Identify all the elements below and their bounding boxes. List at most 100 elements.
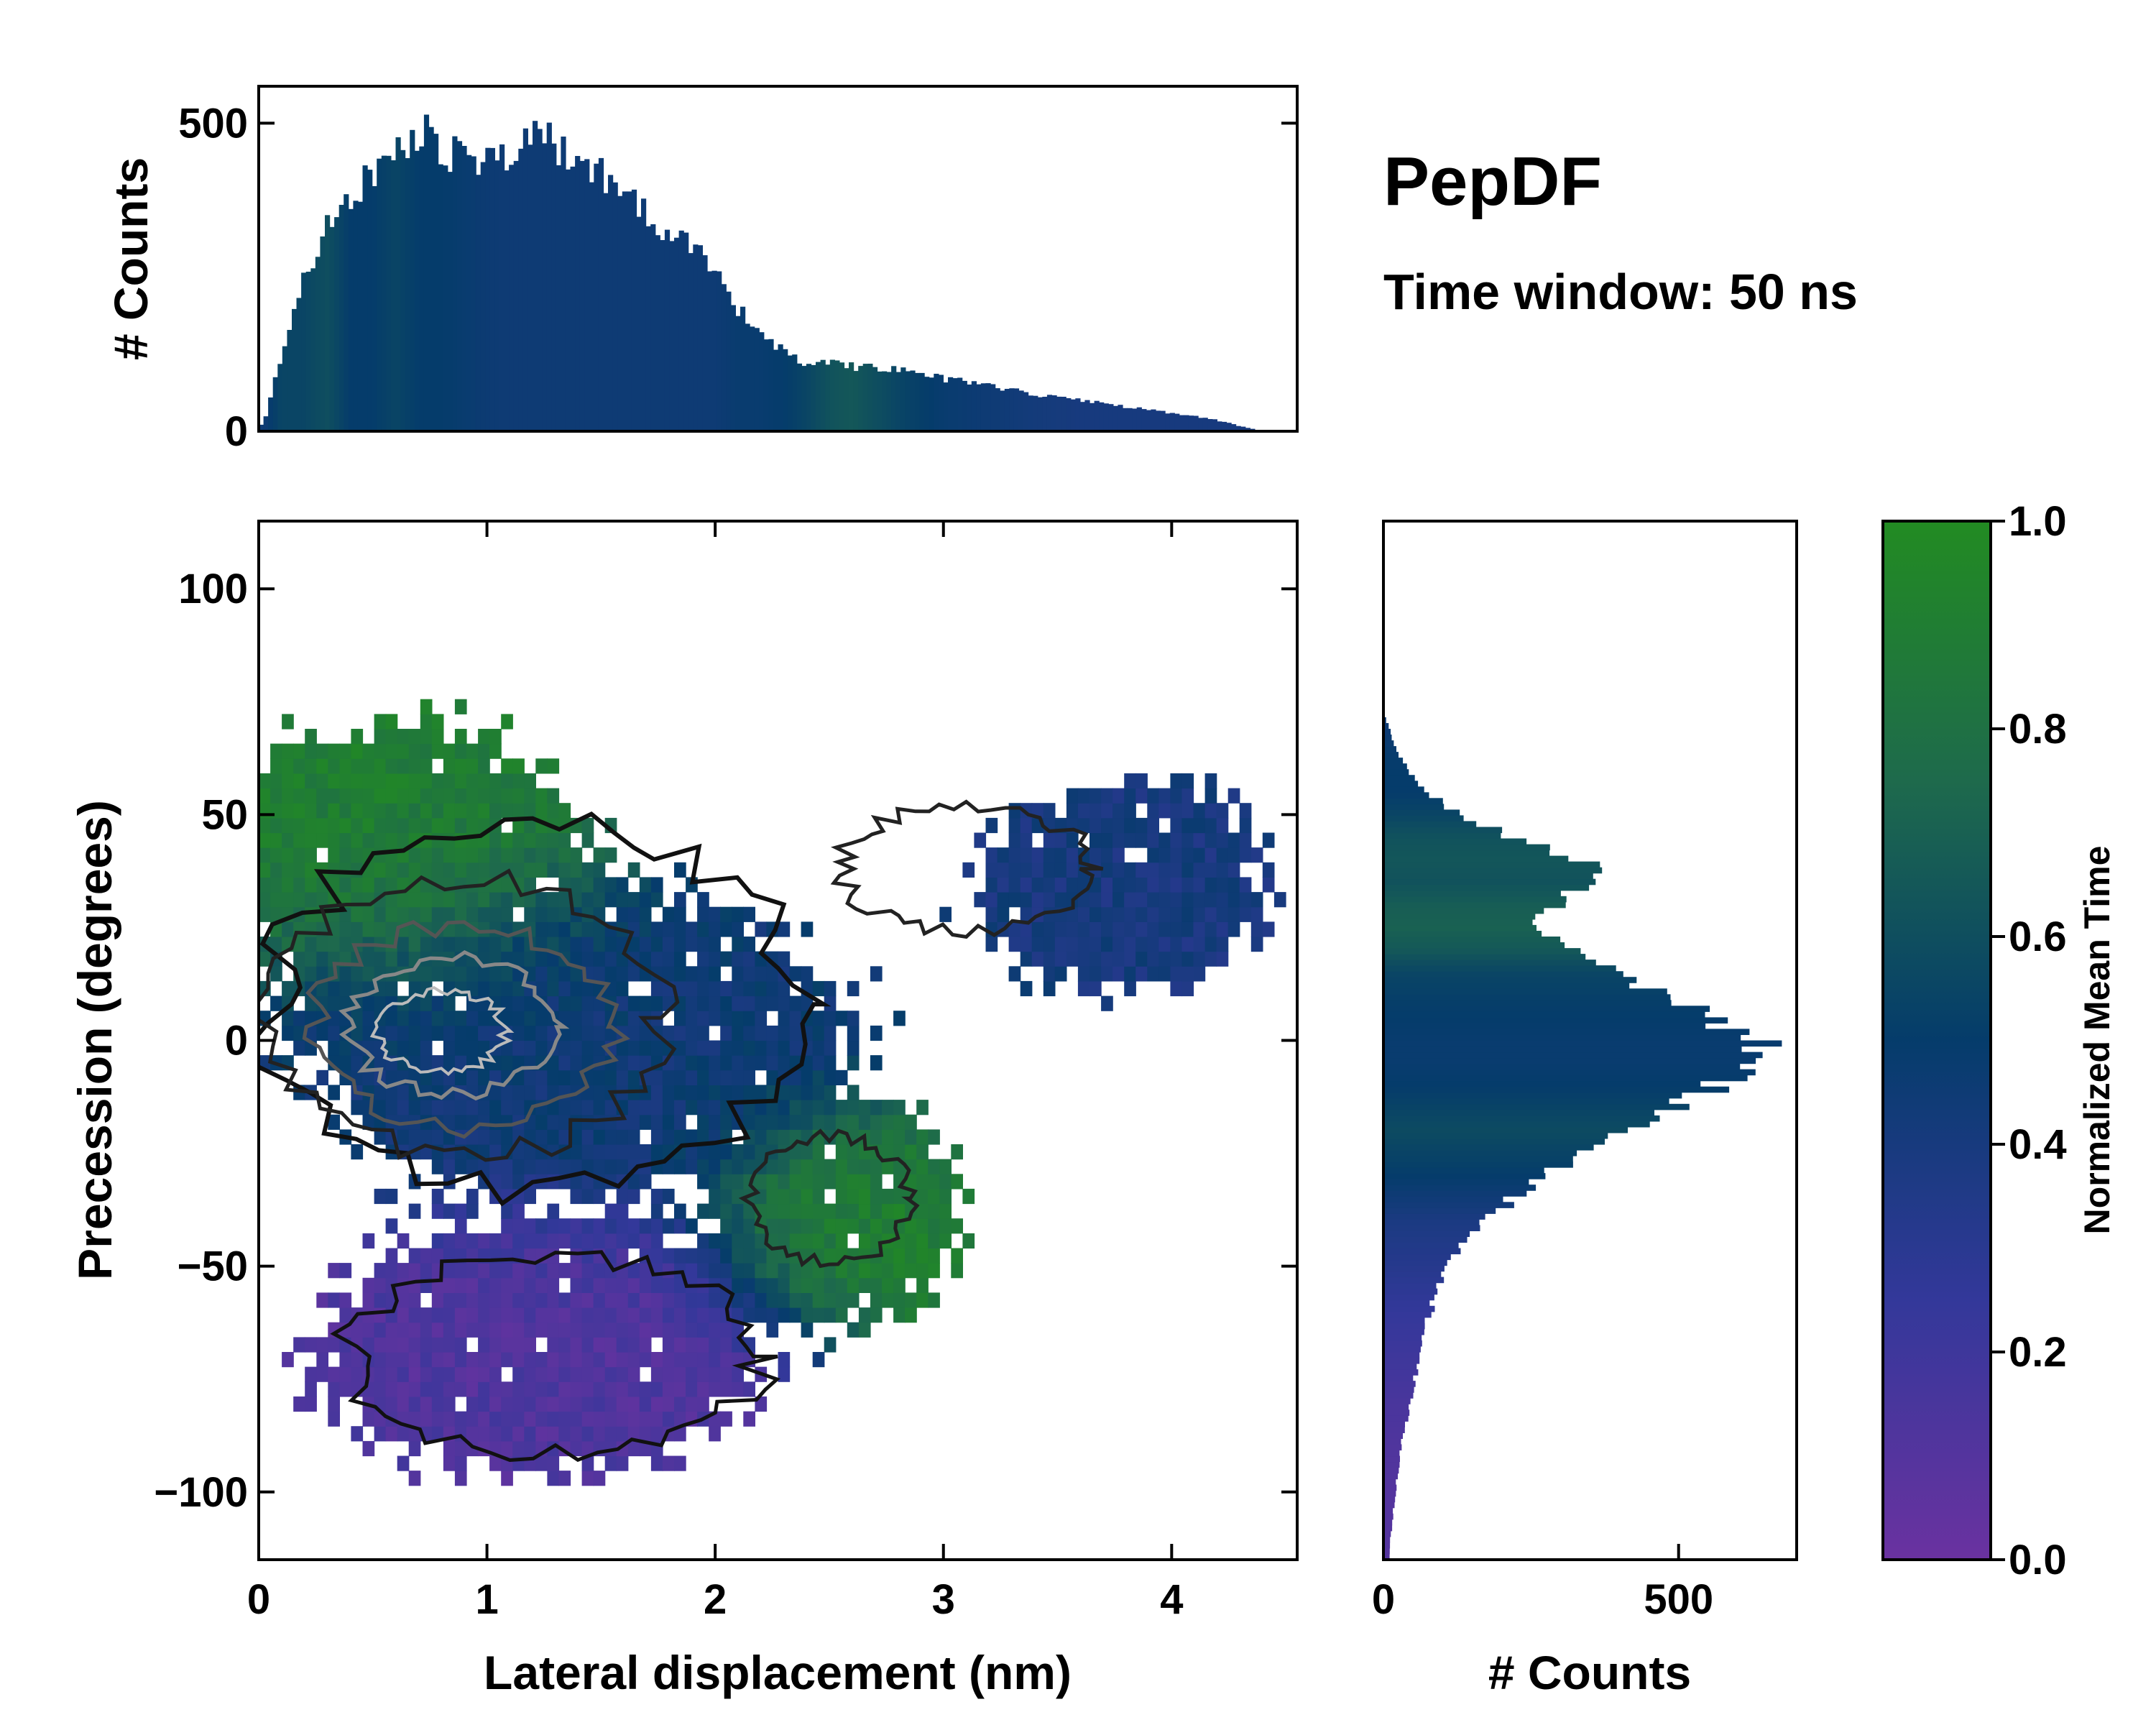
heatmap-cell xyxy=(501,1396,513,1412)
heatmap-cell xyxy=(431,937,444,952)
top-histogram-bar xyxy=(622,191,627,431)
heatmap-cell xyxy=(305,803,317,819)
top-histogram-bar xyxy=(1042,397,1048,431)
heatmap-cell xyxy=(1170,803,1183,819)
heatmap-cell xyxy=(928,1188,940,1205)
right-histogram-bar xyxy=(1383,723,1389,730)
top-histogram-bar xyxy=(844,368,849,431)
top-histogram-bar xyxy=(726,291,732,431)
heatmap-cell xyxy=(362,1337,375,1353)
heatmap-cell xyxy=(408,1322,421,1338)
heatmap-cell xyxy=(639,1337,652,1353)
heatmap-cell xyxy=(431,773,444,789)
heatmap-cell xyxy=(778,1011,791,1026)
heatmap-cell xyxy=(501,892,513,908)
heatmap-cell xyxy=(454,1070,467,1085)
right-histogram-bar xyxy=(1383,1075,1748,1082)
right-histogram-bar xyxy=(1383,1524,1393,1532)
heatmap-cell xyxy=(501,1440,513,1457)
top-histogram-bar xyxy=(962,380,967,431)
heatmap-cell xyxy=(743,1263,755,1279)
heatmap-cell xyxy=(558,1322,571,1338)
heatmap-cell xyxy=(1158,906,1171,922)
heatmap-cell xyxy=(709,1040,721,1056)
colorbar: 0.00.20.40.60.81.0 Normalized Mean Time xyxy=(1881,498,2117,1583)
top-histogram-bar xyxy=(1235,426,1241,431)
heatmap-cell xyxy=(259,773,271,789)
heatmap-cell xyxy=(1101,832,1113,848)
heatmap-cell xyxy=(743,1233,755,1249)
heatmap-cell xyxy=(316,966,328,982)
heatmap-cell xyxy=(847,1203,860,1219)
heatmap-cell xyxy=(928,1159,940,1174)
heatmap-cell xyxy=(374,1292,387,1308)
heatmap-cell xyxy=(662,951,675,967)
heatmap-cell xyxy=(547,1292,560,1308)
heatmap-cell xyxy=(570,877,583,893)
heatmap-cell xyxy=(1043,921,1056,937)
heatmap-cell xyxy=(420,995,433,1011)
heatmap-cell xyxy=(581,1040,594,1056)
heatmap-cell xyxy=(305,847,317,863)
heatmap-cell xyxy=(709,951,721,967)
heatmap-cell xyxy=(512,803,525,819)
heatmap-cell xyxy=(1008,966,1021,982)
top-histogram-bar xyxy=(707,271,713,431)
heatmap-cell xyxy=(489,1366,502,1382)
right-histogram-bar xyxy=(1383,763,1407,770)
right-histogram-bar xyxy=(1383,752,1399,758)
heatmap-cell xyxy=(962,862,975,878)
right-histogram-bar xyxy=(1383,1208,1496,1214)
heatmap-cell xyxy=(570,1188,583,1205)
heatmap-cell xyxy=(985,937,998,952)
heatmap-cell xyxy=(466,758,479,774)
right-histogram-bar xyxy=(1383,1173,1546,1179)
heatmap-cell xyxy=(835,1277,848,1293)
heatmap-cell xyxy=(604,937,617,952)
right-histogram-bar xyxy=(1383,1490,1396,1497)
heatmap-cell xyxy=(778,1025,791,1041)
heatmap-cell xyxy=(1158,921,1171,937)
heatmap-cell xyxy=(512,1159,525,1174)
top-histogram-bar xyxy=(1084,400,1090,431)
heatmap-cell xyxy=(755,1248,768,1264)
heatmap-cell xyxy=(882,1277,894,1293)
heatmap-cell xyxy=(547,862,560,878)
heatmap-cell xyxy=(443,1455,456,1471)
heatmap-cell xyxy=(282,1011,294,1026)
heatmap-cell xyxy=(1204,803,1217,819)
heatmap-cell xyxy=(905,1129,917,1145)
heatmap-cell xyxy=(939,906,952,922)
heatmap-cell xyxy=(420,1411,433,1427)
heatmap-cell xyxy=(1043,966,1056,982)
heatmap-cell xyxy=(604,1411,617,1427)
heatmap-cell xyxy=(709,1248,721,1264)
heatmap-cell xyxy=(512,1025,525,1041)
heatmap-cell xyxy=(408,1307,421,1323)
heatmap-cell xyxy=(789,1263,802,1279)
heatmap-cell xyxy=(431,1381,444,1397)
heatmap-cell xyxy=(1124,892,1136,908)
heatmap-cell xyxy=(547,937,560,952)
heatmap-cell xyxy=(524,1440,536,1457)
heatmap-cell xyxy=(512,1322,525,1338)
heatmap-cell xyxy=(709,1426,721,1442)
heatmap-cell xyxy=(570,966,583,982)
heatmap-cell xyxy=(732,1307,744,1323)
top-histogram-bar xyxy=(1188,415,1194,431)
heatmap-cell xyxy=(939,1174,952,1190)
heatmap-cell xyxy=(627,1218,640,1234)
heatmap-cell xyxy=(535,1129,548,1145)
heatmap-cell xyxy=(316,743,328,759)
contour-line xyxy=(330,1250,781,1463)
heatmap-cell xyxy=(1043,803,1056,819)
heatmap-cell xyxy=(789,995,802,1011)
heatmap-cell xyxy=(1147,892,1159,908)
heatmap-cell xyxy=(835,1233,848,1249)
heatmap-cell xyxy=(408,788,421,804)
heatmap-cell xyxy=(674,1129,686,1145)
heatmap-cell xyxy=(1008,892,1021,908)
heatmap-cell xyxy=(581,1381,594,1397)
heatmap-cell xyxy=(732,966,744,982)
